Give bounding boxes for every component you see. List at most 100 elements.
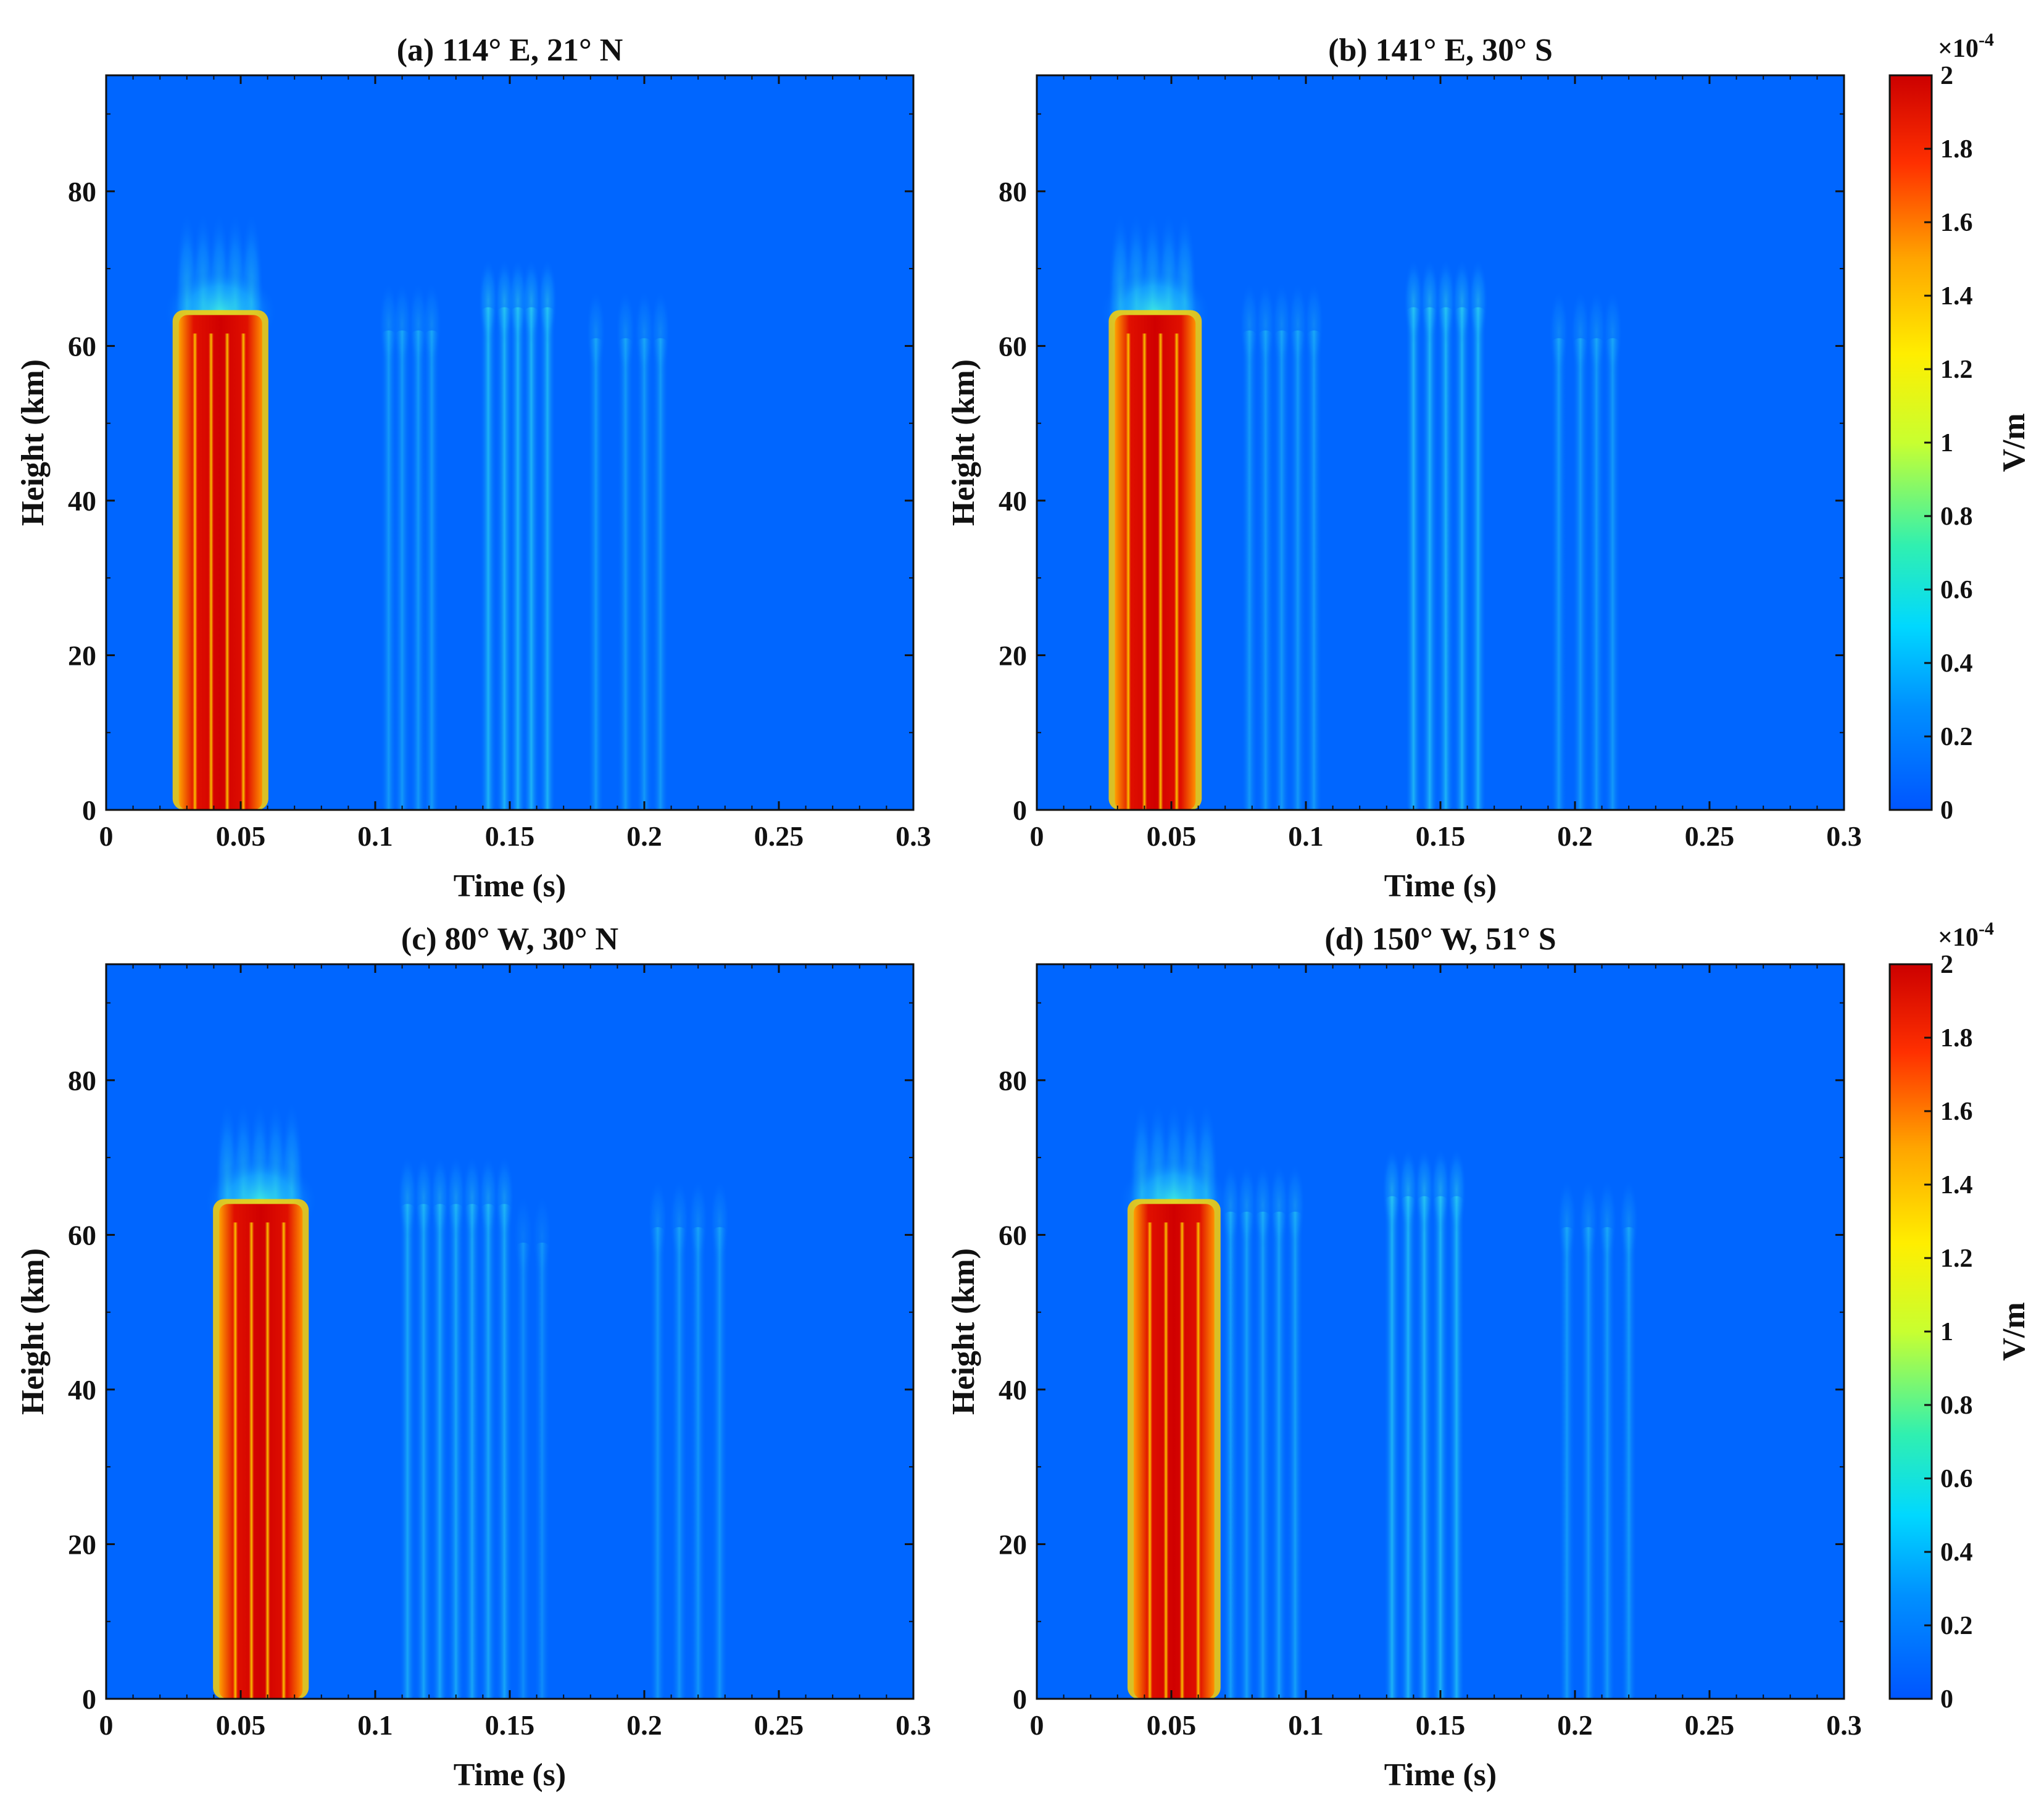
weak-pulse-plume xyxy=(478,1154,499,1241)
pulse-seam xyxy=(1163,1222,1169,1699)
panel-b: (b) 141° E, 30° S 0 0.05 0.1 0.15 0.2 0.25 0.3… xyxy=(946,33,1862,904)
y-axis-label: Height (km) xyxy=(946,359,981,526)
weak-pulse-plume xyxy=(538,257,558,344)
panel-d: (d) 150° W, 51° S 0 0.05 0.1 0.15 0.2 0.25 0.3… xyxy=(946,922,1862,1793)
colorbar-tick-label: 1.8 xyxy=(1940,1024,1973,1053)
weak-pulse-plume xyxy=(413,1154,434,1241)
strong-band xyxy=(219,1204,303,1699)
pulse-seam xyxy=(1126,333,1131,810)
weak-pulse-plume xyxy=(1468,257,1489,344)
weak-pulse-mark xyxy=(410,330,426,810)
x-tick-label: 0.3 xyxy=(1826,1709,1862,1741)
pulse-seam xyxy=(1195,1222,1201,1699)
weak-pulse-mark xyxy=(447,1204,464,1699)
colorbar-label: V/m xyxy=(1996,1302,2032,1361)
pulse-seam xyxy=(265,1222,270,1699)
x-tick-label: 0.05 xyxy=(1147,1709,1197,1741)
colorbar-exponent: ×10-4 xyxy=(1938,919,1994,952)
weak-pulse-plume xyxy=(532,1193,552,1280)
colorbar-tick-label: 1.4 xyxy=(1940,1171,1973,1199)
pulse-seam xyxy=(209,333,214,810)
colorbar-tick-label: 1.2 xyxy=(1940,356,1973,384)
weak-pulse-mark xyxy=(539,307,556,810)
x-tick-label: 0.3 xyxy=(1826,820,1862,852)
x-tick-label: 0.15 xyxy=(485,820,535,852)
weak-pulse-mark xyxy=(1550,338,1567,810)
y-axis-label: Height (km) xyxy=(15,359,51,526)
weak-pulse-plume xyxy=(634,288,654,375)
weak-pulse-mark xyxy=(1239,1211,1255,1699)
panel-title: (a) 114° E, 21° N xyxy=(397,33,623,68)
weak-pulse-plume xyxy=(1447,1146,1467,1233)
panel-title: (c) 80° W, 30° N xyxy=(401,922,618,957)
weak-pulse-mark xyxy=(652,338,669,810)
weak-pulse-plume xyxy=(1578,1177,1598,1264)
y-tick-label: 60 xyxy=(999,1219,1027,1251)
weak-pulse-mark xyxy=(480,1204,497,1699)
pulse-seam xyxy=(192,333,197,810)
plot-area-b: 0 0.05 0.1 0.15 0.2 0.25 0.3 0 20 40 60 80 xyxy=(999,74,1862,852)
y-tick-label: 20 xyxy=(68,640,96,671)
colorbar-tick-label: 0.4 xyxy=(1940,1538,1973,1567)
y-tick-label: 40 xyxy=(999,1374,1027,1406)
weak-pulse-mark xyxy=(523,307,539,810)
weak-pulse-mark xyxy=(463,1204,480,1699)
weak-pulse-mark xyxy=(1621,1227,1637,1699)
colorbar-bottom: 0 0.2 0.4 0.6 0.8 1 1.2 1.4 1.6 1.8 2 ×10-4 V/m xyxy=(1888,919,2032,1714)
weak-pulse-mark xyxy=(496,1204,513,1699)
weak-pulse-plume xyxy=(422,281,442,368)
weak-pulse-mark xyxy=(690,1227,707,1699)
y-tick-label: 80 xyxy=(999,1065,1027,1096)
weak-pulse-mark xyxy=(1416,1196,1432,1699)
weak-pulse-mark xyxy=(394,330,410,810)
colorbar-exponent: ×10-4 xyxy=(1938,30,1994,63)
x-tick-label: 0.25 xyxy=(1685,1709,1735,1741)
colorbar-tick-label: 0.6 xyxy=(1940,1465,1973,1493)
weak-pulse-mark xyxy=(636,338,652,810)
y-tick-label: 80 xyxy=(68,1065,96,1096)
panel-title: (b) 141° E, 30° S xyxy=(1328,33,1553,68)
weak-pulse-mark xyxy=(1241,330,1258,810)
colorbar-tick-label: 0.4 xyxy=(1940,649,1973,678)
weak-pulse-mark xyxy=(1273,330,1290,810)
weak-pulse-plume xyxy=(1619,1177,1639,1264)
weak-pulse-mark xyxy=(1432,1196,1448,1699)
strong-band xyxy=(1133,1204,1215,1699)
panel-title: (d) 150° W, 51° S xyxy=(1324,922,1556,957)
weak-pulse-mark xyxy=(1572,338,1589,810)
y-tick-label: 0 xyxy=(82,1683,96,1715)
weak-pulse-plume xyxy=(1597,1177,1618,1264)
pulse-seam xyxy=(1147,1222,1153,1699)
weak-pulse-plume xyxy=(1271,281,1292,368)
pulse-seam xyxy=(225,333,230,810)
weak-pulse-plume xyxy=(1255,281,1276,368)
weak-pulse-plume xyxy=(1382,1146,1402,1233)
panel-a: (a) 114° E, 21° N 0 0.05 0.1 0.15 0.2 0.25 0.3… xyxy=(15,33,931,904)
x-tick-label: 0.05 xyxy=(1147,820,1197,852)
colorbar-tick-label: 2 xyxy=(1940,62,1953,90)
weak-pulse-mark xyxy=(1257,330,1274,810)
weak-pulse-plume xyxy=(430,1154,450,1241)
weak-pulse-plume xyxy=(1239,281,1260,368)
weak-pulse-mark xyxy=(515,1242,531,1699)
weak-pulse-mark xyxy=(399,1204,416,1699)
x-tick-label: 0.15 xyxy=(485,1709,535,1741)
y-tick-label: 60 xyxy=(68,330,96,362)
weak-pulse-plume xyxy=(1603,288,1623,375)
x-tick-label: 0.05 xyxy=(216,1709,266,1741)
colorbar-tick-label: 1 xyxy=(1940,429,1953,457)
colorbar-tick-label: 1 xyxy=(1940,1318,1953,1346)
x-tick-label: 0.3 xyxy=(895,820,931,852)
weak-pulse-mark xyxy=(1453,307,1470,810)
colorbar-tick-label: 0 xyxy=(1940,796,1953,825)
weak-pulse-mark xyxy=(1558,1227,1575,1699)
x-tick-label: 0.3 xyxy=(895,1709,931,1741)
x-tick-label: 0.05 xyxy=(216,820,266,852)
colorbar-top: 0 0.2 0.4 0.6 0.8 1 1.2 1.4 1.6 1.8 2 ×10-4 V/m xyxy=(1888,30,2032,825)
weak-pulse-mark xyxy=(1289,330,1306,810)
weak-pulse-mark xyxy=(1470,307,1487,810)
weak-pulse-plume xyxy=(688,1177,708,1264)
weak-pulse-mark xyxy=(1599,1227,1616,1699)
colorbar-tick-label: 1.2 xyxy=(1940,1244,1973,1273)
x-tick-label: 0.15 xyxy=(1416,1709,1466,1741)
